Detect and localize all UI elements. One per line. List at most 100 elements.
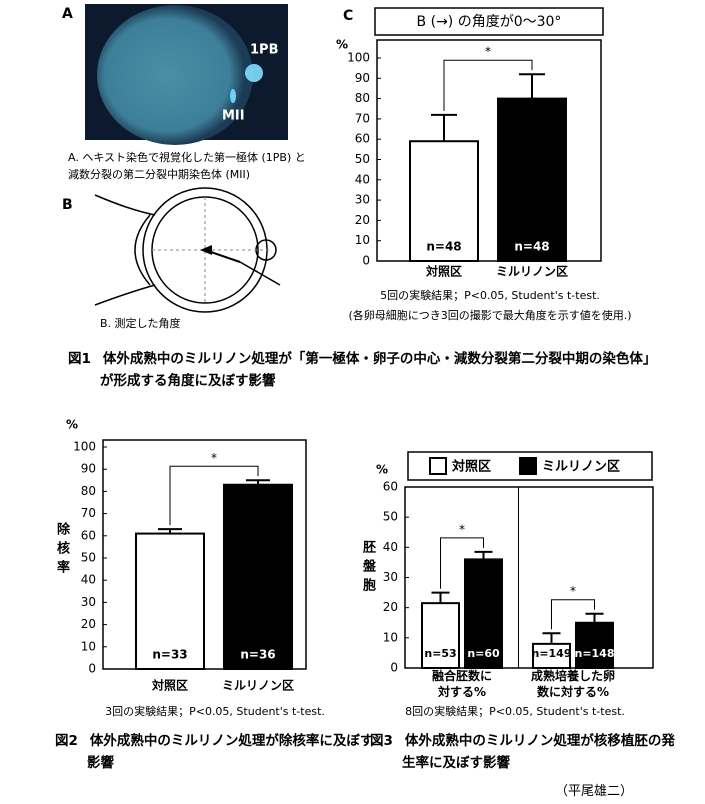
y-tick-label: 90: [355, 71, 370, 85]
figure-caption: 図1 体外成熟中のミルリノン処理が「第一極体・卵子の中心・減数分裂第二分裂中期の染…: [68, 348, 660, 392]
figure-text: 体外成熟中のミルリノン処理が核移植胚の発生率に及ぼす影響: [402, 733, 675, 771]
y-tick-label: 0: [390, 661, 398, 675]
image-label: 1PB: [250, 43, 278, 58]
y-tick-label: 30: [81, 595, 96, 609]
panel-label: B: [62, 197, 73, 213]
chart-title: B (→) の角度が0～30°: [417, 14, 562, 30]
legend-swatch: [519, 457, 537, 475]
y-tick-label: 50: [355, 152, 370, 166]
note: 5回の実験結果；P<0.05, Student's t-test.: [380, 288, 600, 302]
y-axis-label: 胚盤胞: [360, 540, 375, 597]
y-tick-label: 0: [362, 254, 370, 268]
y-unit: %: [376, 463, 388, 477]
y-tick-label: 80: [355, 91, 370, 105]
note: 8回の実験結果；P<0.05, Student's t-test.: [405, 704, 625, 718]
figure-text: 体外成熟中のミルリノン処理が「第一極体・卵子の中心・減数分裂第二分裂中期の染色体…: [100, 351, 657, 389]
x-tick-label: ミルリノン区: [496, 265, 568, 279]
significance-bracket: [551, 599, 595, 630]
x-tick-label: 融合胚数に対する%: [431, 669, 492, 699]
panel-label: A: [62, 6, 73, 22]
diagram-guides: [152, 197, 270, 303]
figure-caption: 図3 体外成熟中のミルリノン処理が核移植胚の発生率に及ぼす影響: [370, 730, 687, 774]
legend-label: 対照区: [451, 459, 491, 475]
note: (各卵母細胞につき3回の撮影で最大角度を示す値を使用.): [348, 308, 631, 322]
significance-bracket: [440, 537, 484, 589]
n-label: n=36: [240, 648, 275, 662]
figure-label: 図2: [55, 733, 78, 749]
bar: [575, 621, 614, 669]
legend-label: ミルリノン区: [542, 460, 620, 475]
y-unit: %: [336, 38, 348, 52]
y-tick-label: 60: [81, 528, 96, 542]
x-tick-label: 成熟培養した卵数に対する%: [530, 669, 615, 699]
significance-bracket: [443, 59, 533, 111]
bar: [497, 97, 567, 262]
bar: [532, 642, 571, 669]
n-label: n=48: [426, 240, 461, 254]
oocyte: [97, 5, 253, 145]
panel-caption: B. 測定した角度: [100, 317, 181, 330]
y-tick-label: 50: [383, 510, 398, 524]
bar: [464, 558, 503, 670]
y-tick-label: 60: [355, 132, 370, 146]
y-tick-label: 60: [383, 480, 398, 494]
note: 3回の実験結果；P<0.05, Student's t-test.: [105, 704, 325, 718]
y-tick-label: 90: [81, 462, 96, 476]
figure-caption: 図2 体外成熟中のミルリノン処理が除核率に及ぼす影響: [55, 730, 379, 774]
diagram: [94, 187, 281, 313]
polar-body-signal: [245, 64, 263, 82]
significance: *: [485, 45, 491, 59]
chromosome-signal: [230, 89, 236, 103]
y-tick-label: 0: [88, 662, 96, 676]
panel-label: C: [343, 8, 353, 24]
y-tick-label: 40: [383, 540, 398, 554]
panel-caption: A. ヘキスト染色で視覚化した第一極体 (1PB) と減数分裂の第二分裂中期染色…: [68, 151, 306, 181]
plot-frame: [376, 39, 602, 262]
author: （平尾雄二）: [555, 784, 634, 799]
legend-box: [407, 451, 653, 481]
y-tick-label: 100: [347, 51, 370, 65]
bar: [223, 483, 293, 670]
n-label: n=60: [467, 647, 500, 660]
significance: *: [459, 522, 465, 536]
n-label: n=53: [424, 647, 456, 660]
y-axis-label: 除核率: [54, 522, 69, 579]
y-tick-label: 70: [355, 111, 370, 125]
arrow: [200, 245, 212, 255]
figure-label: 図1: [68, 351, 91, 367]
y-tick-label: 20: [355, 213, 370, 227]
figure-label: 図3: [370, 733, 393, 749]
bar: [135, 532, 205, 671]
n-label: n=33: [152, 648, 187, 662]
y-tick-label: 20: [383, 600, 398, 614]
n-label: n=148: [574, 647, 614, 660]
n-label: n=149: [531, 647, 571, 660]
bar: [421, 602, 460, 669]
y-tick-label: 40: [355, 172, 370, 186]
figure-text: 体外成熟中のミルリノン処理が除核率に及ぼす影響: [87, 733, 374, 771]
legend-swatch: [429, 457, 447, 475]
n-label: n=48: [514, 240, 549, 254]
bar: [409, 140, 479, 262]
significance: *: [570, 584, 576, 598]
x-tick-label: ミルリノン区: [222, 679, 294, 693]
y-tick-label: 40: [81, 573, 96, 587]
y-tick-label: 70: [81, 506, 96, 520]
y-unit: %: [66, 418, 78, 432]
y-tick-label: 30: [383, 570, 398, 584]
x-tick-label: 対照区: [151, 678, 188, 693]
image-label: MII: [222, 109, 245, 124]
y-tick-label: 80: [81, 484, 96, 498]
y-tick-label: 30: [355, 193, 370, 207]
x-tick-label: 対照区: [425, 264, 462, 279]
y-tick-label: 50: [81, 551, 96, 565]
significance-bracket: [169, 465, 259, 526]
y-tick-label: 10: [355, 233, 370, 247]
y-tick-label: 100: [73, 440, 96, 454]
y-tick-label: 10: [81, 639, 96, 653]
y-tick-label: 20: [81, 617, 96, 631]
title-box: [374, 7, 604, 36]
y-tick-label: 10: [383, 630, 398, 644]
